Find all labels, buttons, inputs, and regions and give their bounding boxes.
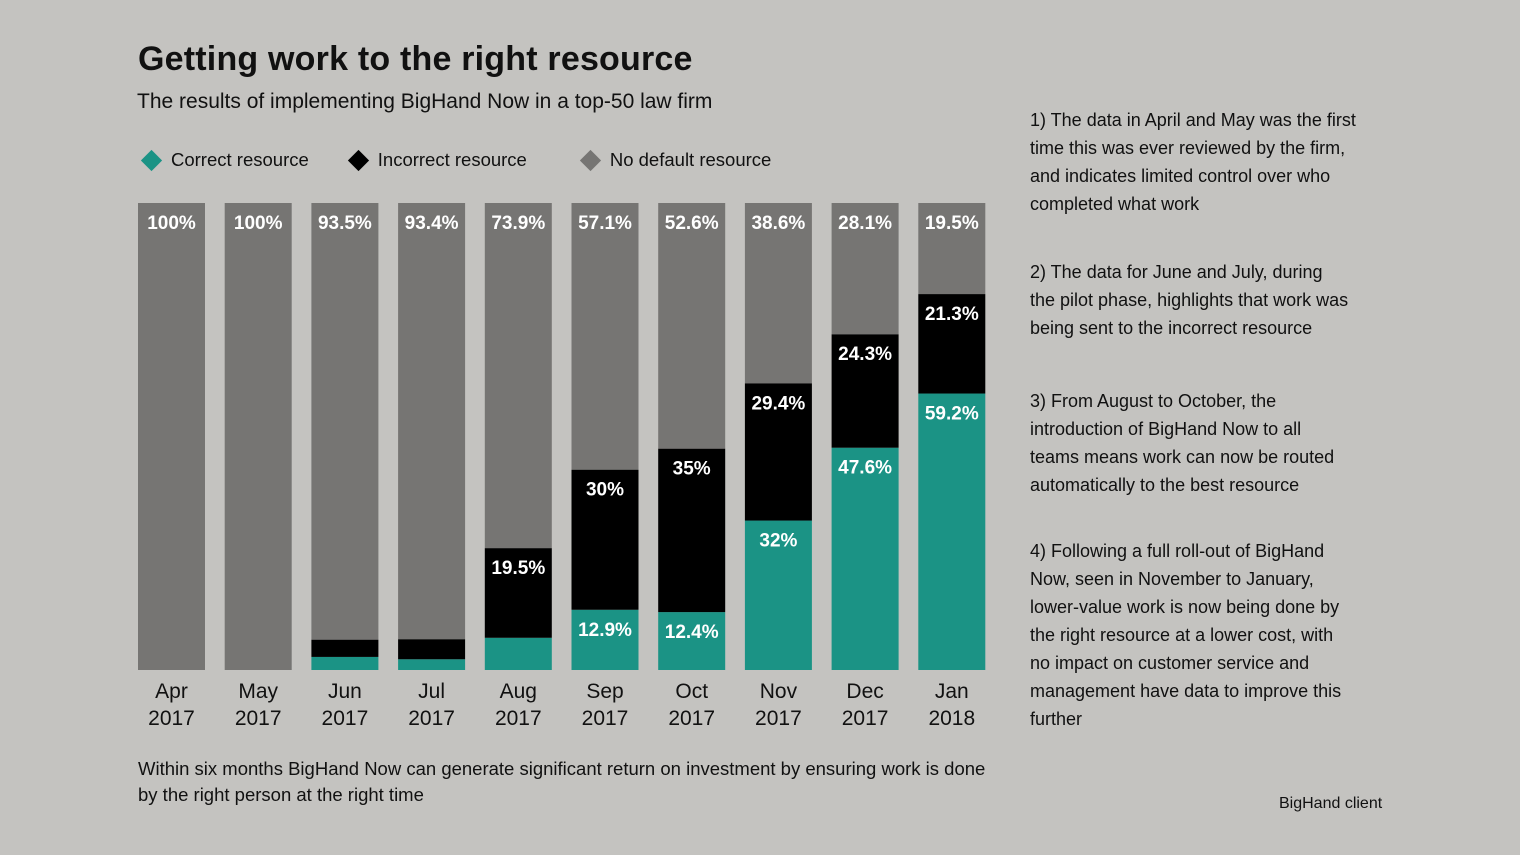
legend-label-no-default: No default resource — [609, 149, 772, 170]
bar-segment-no-default — [311, 203, 379, 640]
legend-label-incorrect: Incorrect resource — [377, 149, 527, 170]
x-tick-label-year: 2017 — [668, 707, 715, 730]
x-tick-label-month: Nov — [760, 680, 798, 703]
data-label-no-default: 100% — [147, 213, 196, 234]
x-tick-label-month: Jan — [935, 680, 969, 703]
data-label-correct: 32% — [759, 531, 797, 552]
bar-segment-no-default — [744, 203, 812, 384]
legend-label-correct: Correct resource — [171, 149, 309, 170]
note-1: 1) The data in April and May was the fir… — [1030, 110, 1356, 214]
bar-segment-incorrect — [918, 294, 986, 394]
legend-item-correct: Correct resource — [140, 149, 309, 171]
source-label: BigHand client — [1279, 795, 1383, 812]
data-label-no-default: 73.9% — [491, 213, 545, 234]
bar-segment-correct — [398, 659, 466, 670]
bar-segment-correct — [571, 609, 639, 670]
data-label-correct: 59.2% — [925, 404, 979, 425]
x-tick-label-month: Jun — [328, 680, 362, 703]
data-label-no-default: 19.5% — [925, 213, 979, 234]
x-tick-label-year: 2017 — [755, 707, 802, 730]
bar-segment-no-default — [571, 203, 639, 470]
data-label-no-default: 28.1% — [838, 213, 892, 234]
x-tick-label-month: Aug — [500, 680, 537, 703]
x-tick-label-month: Jul — [418, 680, 445, 703]
bar-segment-incorrect — [484, 548, 552, 638]
chart-subtitle: The results of implementing BigHand Now … — [137, 90, 713, 113]
bar-segment-no-default — [831, 203, 899, 335]
data-label-correct: 47.6% — [838, 458, 892, 479]
data-label-correct: 12.9% — [578, 620, 632, 641]
data-label-no-default: 38.6% — [751, 213, 805, 234]
bar-segment-incorrect — [571, 469, 639, 610]
bar-segment-no-default — [224, 203, 292, 670]
x-tick-label-month: Apr — [155, 680, 188, 703]
legend-item-incorrect: Incorrect resource — [347, 149, 527, 171]
x-tick-label-month: May — [238, 680, 278, 703]
data-label-no-default: 93.4% — [405, 213, 459, 234]
data-label-correct: 12.4% — [665, 622, 719, 643]
chart-caption: Within six months BigHand Now can genera… — [138, 758, 986, 805]
data-label-incorrect: 35% — [673, 459, 711, 480]
bar-segment-incorrect — [658, 448, 726, 613]
bar-segment-correct — [831, 447, 899, 670]
note-2: 2) The data for June and July, during th… — [1030, 262, 1349, 338]
stacked-bar-chart: 100% Apr 2017 100% May 2017 93.5% Jun 2017 93.4% J… — [138, 203, 986, 730]
bar-segment-no-default — [658, 203, 726, 449]
bar-segment-no-default — [918, 203, 986, 295]
x-tick-label-year: 2017 — [495, 707, 542, 730]
bar-segment-incorrect — [831, 334, 899, 448]
note-3: 3) From August to October, the introduct… — [1030, 391, 1335, 495]
bar-segment-correct — [484, 637, 552, 670]
bar-segment-no-default — [398, 203, 466, 640]
data-label-incorrect: 30% — [586, 480, 624, 501]
data-label-incorrect: 19.5% — [491, 558, 545, 579]
bar-segment-incorrect — [311, 639, 379, 657]
bar-segment-no-default — [484, 203, 552, 549]
data-label-no-default: 57.1% — [578, 213, 632, 234]
x-tick-label-month: Dec — [846, 680, 883, 703]
note-4: 4) Following a full roll-out of BigHand … — [1030, 541, 1342, 729]
x-tick-label-year: 2017 — [235, 707, 282, 730]
data-label-incorrect: 29.4% — [751, 393, 805, 414]
x-tick-label-month: Oct — [675, 680, 708, 703]
x-tick-label-year: 2017 — [148, 707, 195, 730]
bar-segment-correct — [918, 393, 986, 670]
legend-item-no-default: No default resource — [579, 149, 771, 171]
data-label-no-default: 100% — [234, 213, 283, 234]
x-tick-label-year: 2017 — [322, 707, 369, 730]
chart-title: Getting work to the right resource — [138, 40, 693, 78]
data-label-incorrect: 21.3% — [925, 304, 979, 325]
data-label-no-default: 93.5% — [318, 213, 372, 234]
x-tick-label-year: 2018 — [928, 707, 975, 730]
x-tick-label-year: 2017 — [582, 707, 629, 730]
data-label-incorrect: 24.3% — [838, 344, 892, 365]
x-tick-label-year: 2017 — [408, 707, 455, 730]
data-label-no-default: 52.6% — [665, 213, 719, 234]
x-tick-label-month: Sep — [586, 680, 623, 703]
bar-segment-incorrect — [744, 383, 812, 521]
bar-segment-no-default — [138, 203, 205, 670]
bar-segment-correct — [311, 656, 379, 670]
x-tick-label-year: 2017 — [842, 707, 889, 730]
bar-segment-correct — [658, 612, 726, 670]
legend: Correct resource Incorrect resource No d… — [140, 146, 809, 174]
bar-segment-correct — [744, 520, 812, 670]
bar-segment-incorrect — [398, 639, 466, 660]
